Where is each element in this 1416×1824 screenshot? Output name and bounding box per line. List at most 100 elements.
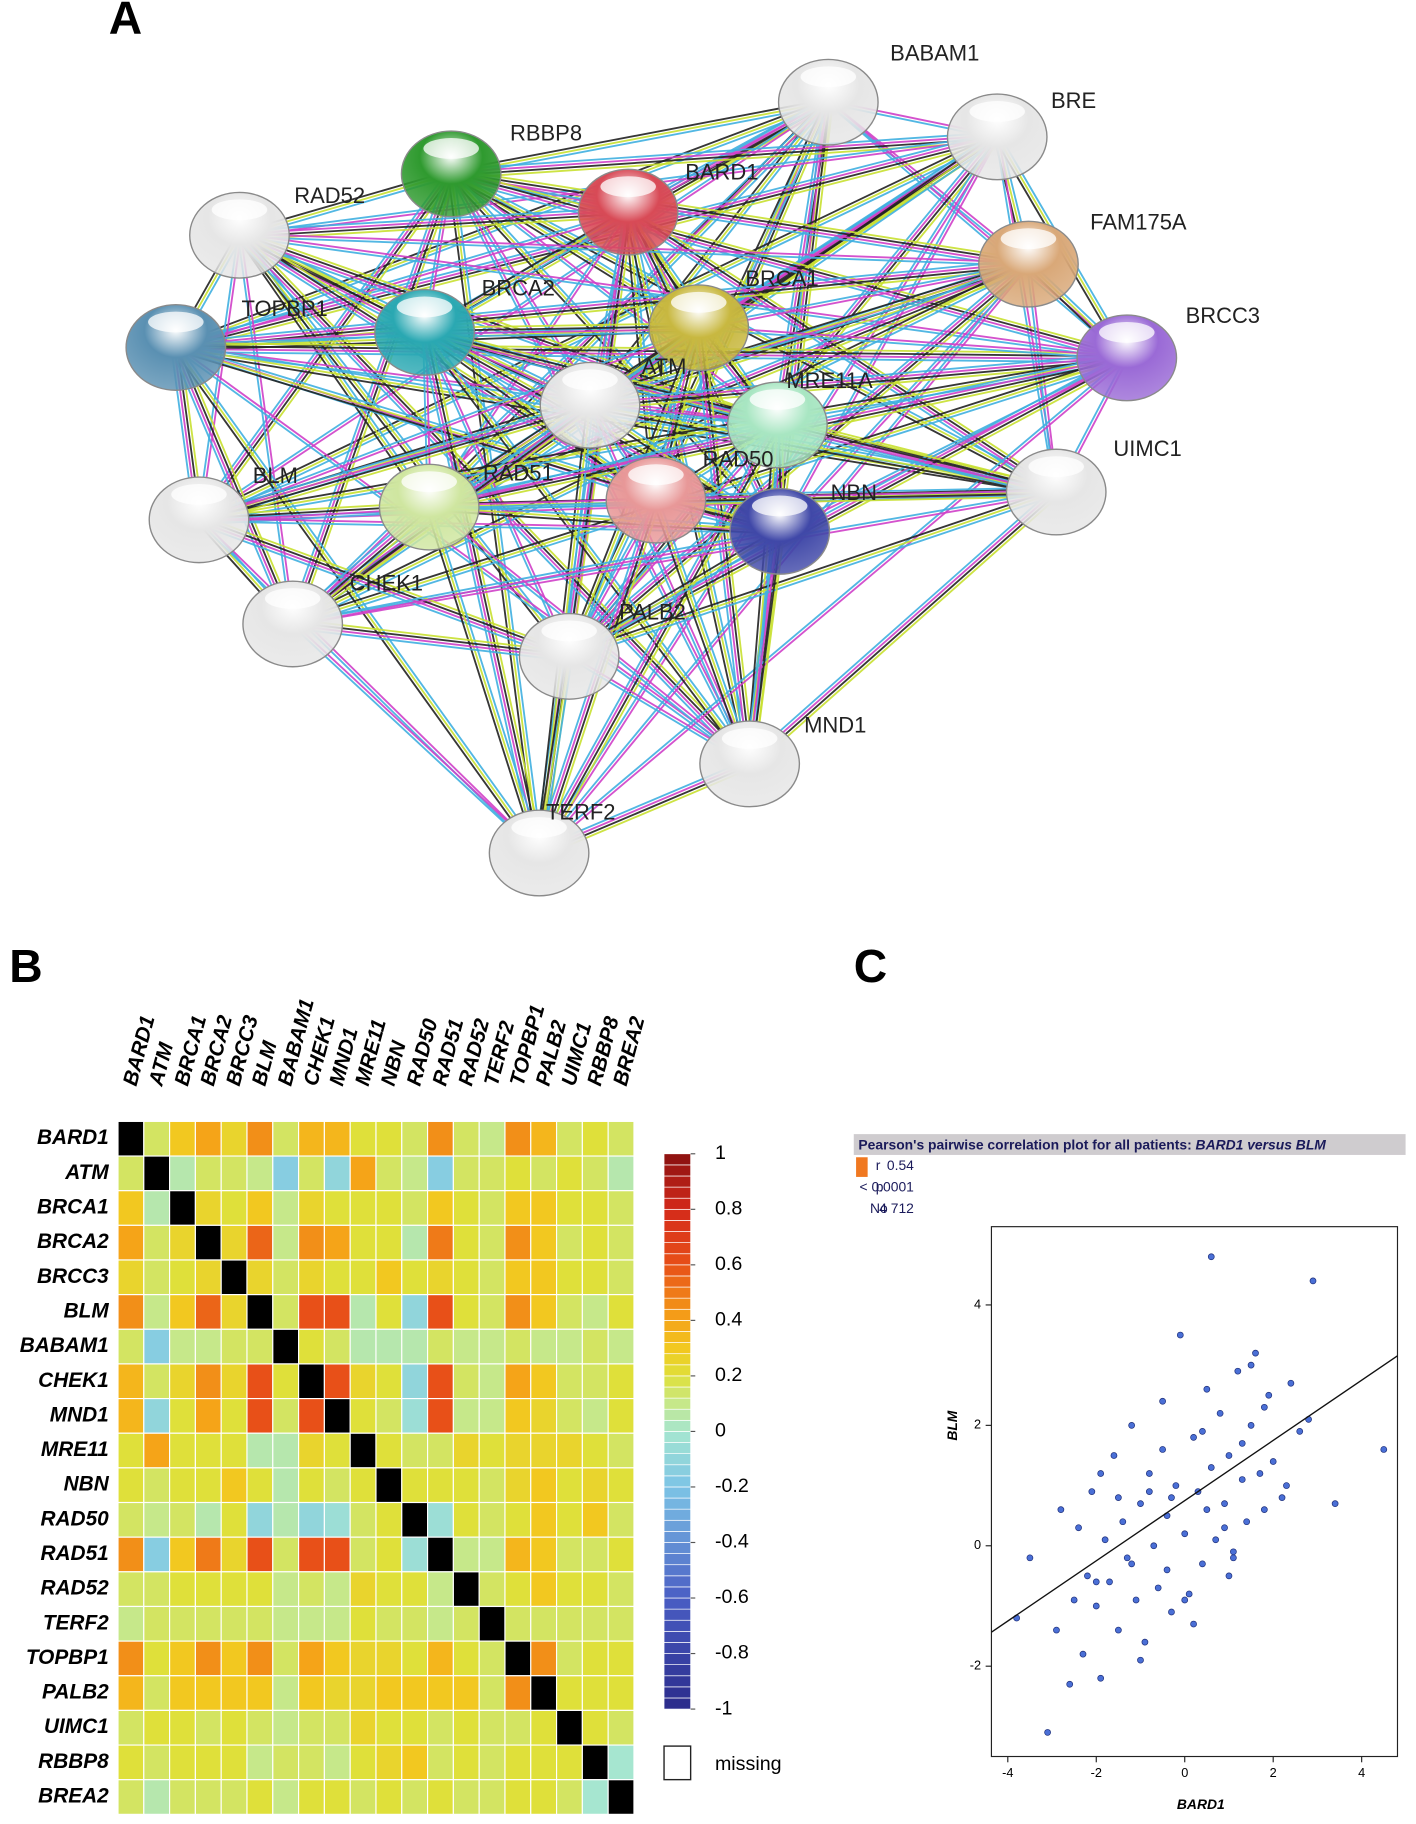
heatmap-cell	[324, 1121, 350, 1156]
point	[1248, 1422, 1254, 1428]
heatmap-cell	[428, 1156, 454, 1191]
heatmap-cell	[557, 1780, 583, 1815]
heatmap-cell	[324, 1606, 350, 1641]
heatmap-cell	[324, 1225, 350, 1260]
heatmap-cell	[453, 1537, 479, 1572]
colorbar-step	[664, 1631, 691, 1642]
heatmap-cell	[531, 1710, 557, 1745]
colorbar-step	[664, 1642, 691, 1653]
heatmap-cell	[531, 1572, 557, 1607]
heatmap-cell	[273, 1572, 299, 1607]
heatmap-cell	[608, 1780, 634, 1815]
heatmap-cell	[557, 1329, 583, 1364]
heatmap-cell	[221, 1606, 247, 1641]
heatmap-cell	[144, 1537, 170, 1572]
point	[1230, 1549, 1236, 1555]
heatmap-cell	[221, 1676, 247, 1711]
colorbar-step	[664, 1509, 691, 1520]
heatmap-cell	[557, 1676, 583, 1711]
y-tick-label: 2	[974, 1417, 981, 1432]
heatmap-cell	[428, 1468, 454, 1503]
heatmap-cell	[582, 1260, 608, 1295]
heatmap-cell	[376, 1329, 402, 1364]
heatmap-cell	[376, 1399, 402, 1434]
plot-frame	[991, 1227, 1397, 1757]
point	[1111, 1452, 1117, 1458]
heatmap-cell	[557, 1572, 583, 1607]
heatmap-cell	[479, 1364, 505, 1399]
heatmap-cell	[582, 1641, 608, 1676]
heatmap-cell	[195, 1225, 221, 1260]
point	[1191, 1621, 1197, 1627]
point	[1102, 1537, 1108, 1543]
heatmap-cell	[453, 1676, 479, 1711]
heatmap-cell	[273, 1676, 299, 1711]
heatmap-cell	[453, 1121, 479, 1156]
heatmap-cell	[350, 1537, 376, 1572]
node-label: RBBP8	[510, 120, 582, 145]
colorbar-step	[664, 1254, 691, 1265]
heatmap-cell	[453, 1468, 479, 1503]
point	[1058, 1507, 1064, 1513]
heatmap-cell	[195, 1745, 221, 1780]
heatmap-cell	[402, 1433, 428, 1468]
heatmap-cell	[479, 1503, 505, 1538]
colorbar-step	[664, 1187, 691, 1198]
heatmap-cell	[350, 1191, 376, 1226]
heatmap-cell	[195, 1260, 221, 1295]
colorbar-step	[664, 1542, 691, 1553]
title-emphasis: BARD1 versus BLM	[1196, 1136, 1327, 1152]
heatmap-cell	[221, 1641, 247, 1676]
heatmap-cell	[402, 1676, 428, 1711]
heatmap-cell	[453, 1572, 479, 1607]
heatmap-cell	[118, 1537, 144, 1572]
node-label: BRE	[1051, 88, 1096, 113]
heatmap-cell	[170, 1537, 196, 1572]
colorbar-step	[664, 1165, 691, 1176]
heatmap-cell	[170, 1780, 196, 1815]
heatmap-cell	[247, 1606, 273, 1641]
row-label: RAD50	[40, 1507, 109, 1530]
heatmap-cell	[273, 1780, 299, 1815]
heatmap-cell	[531, 1329, 557, 1364]
point	[1071, 1597, 1077, 1603]
heatmap-cell	[170, 1606, 196, 1641]
heatmap-cell	[428, 1191, 454, 1226]
heatmap-cell	[505, 1780, 531, 1815]
point	[1381, 1446, 1387, 1452]
point	[1151, 1543, 1157, 1549]
heatmap-cell	[144, 1468, 170, 1503]
heatmap-cell	[299, 1676, 325, 1711]
heatmap-cell	[324, 1641, 350, 1676]
heatmap-cell	[350, 1260, 376, 1295]
heatmap-cell	[299, 1503, 325, 1538]
heatmap-cell	[582, 1572, 608, 1607]
heatmap-cell	[479, 1710, 505, 1745]
heatmap-cell	[428, 1676, 454, 1711]
panel-label: C	[854, 940, 887, 992]
heatmap-cell	[299, 1606, 325, 1641]
colorbar-step	[664, 1343, 691, 1354]
colorbar-tick-label: -0.2	[715, 1475, 749, 1497]
node-highlight	[397, 297, 453, 318]
colorbar-step	[664, 1409, 691, 1420]
heatmap-cell	[557, 1225, 583, 1260]
heatmap-cell	[531, 1295, 557, 1330]
point	[1279, 1495, 1285, 1501]
heatmap-cell	[531, 1606, 557, 1641]
heatmap-cell	[402, 1606, 428, 1641]
colorbar-step	[664, 1420, 691, 1431]
colorbar-step	[664, 1665, 691, 1676]
heatmap-cell	[402, 1121, 428, 1156]
point	[1332, 1501, 1338, 1507]
heatmap-cell	[299, 1780, 325, 1815]
point	[1120, 1519, 1126, 1525]
colorbar-step	[664, 1498, 691, 1509]
point	[1257, 1471, 1263, 1477]
heatmap-cell	[479, 1468, 505, 1503]
heatmap-cell	[531, 1537, 557, 1572]
heatmap-cell	[505, 1225, 531, 1260]
heatmap-cell	[170, 1156, 196, 1191]
heatmap-cell	[479, 1537, 505, 1572]
heatmap-cell	[376, 1260, 402, 1295]
